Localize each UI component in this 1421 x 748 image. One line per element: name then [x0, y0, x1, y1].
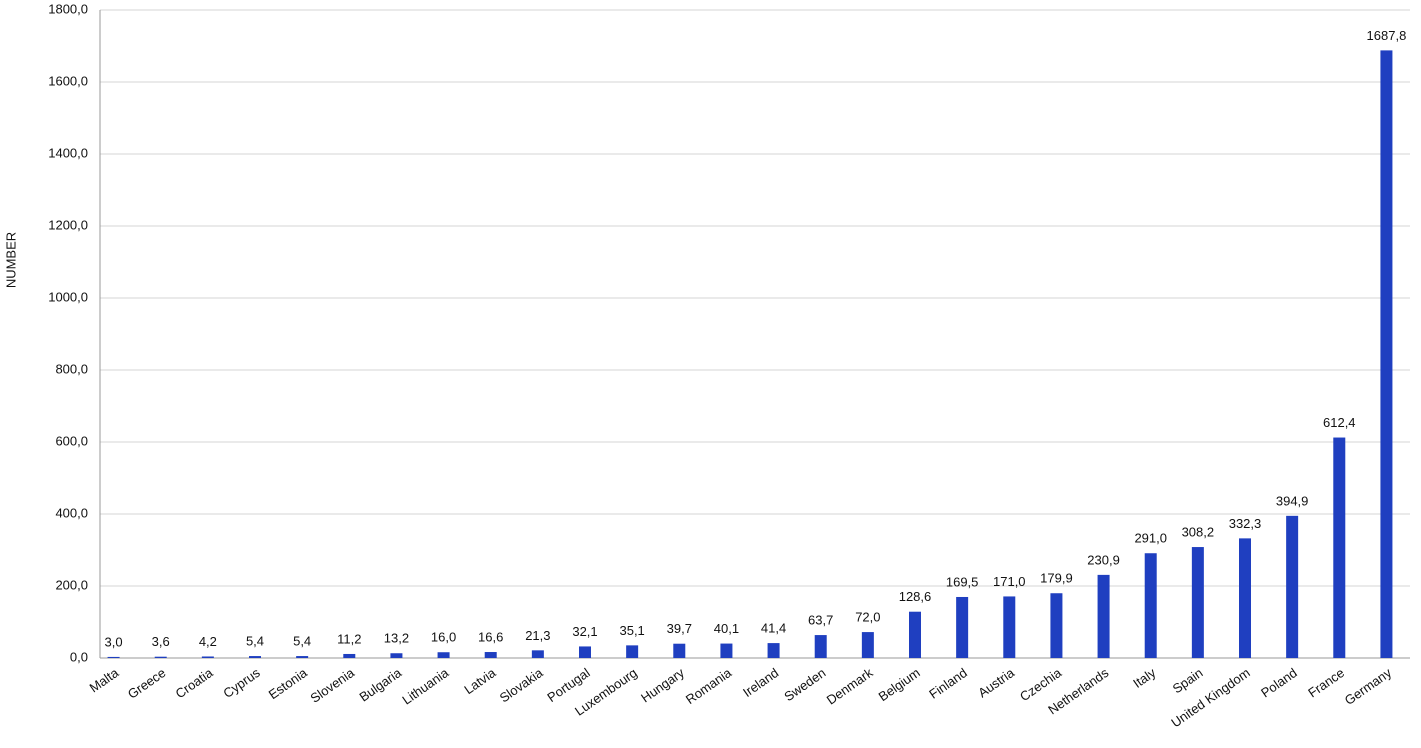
value-label: 179,9	[1040, 571, 1073, 586]
value-label: 612,4	[1323, 415, 1356, 430]
bar	[390, 653, 403, 658]
bar	[579, 646, 591, 658]
value-label: 308,2	[1182, 524, 1215, 539]
bar	[1333, 437, 1346, 658]
bar	[1380, 50, 1393, 659]
value-label: 394,9	[1276, 493, 1309, 508]
x-tick-label: Sweden	[781, 665, 828, 704]
bar	[1191, 547, 1204, 658]
x-tick-label: United Kingdom	[1168, 665, 1252, 730]
y-tick-label: 1400,0	[48, 145, 88, 160]
bar	[673, 643, 686, 658]
x-tick-label: Italy	[1130, 665, 1159, 691]
y-axis-label: NUMBER	[3, 232, 18, 288]
y-tick-label: 1800,0	[48, 1, 88, 16]
bar	[1144, 553, 1157, 658]
bar	[1286, 515, 1299, 658]
value-label: 16,0	[431, 630, 456, 645]
bar	[861, 632, 874, 658]
x-tick-label: Germany	[1342, 665, 1395, 708]
bar	[1239, 538, 1251, 658]
y-tick-label: 200,0	[55, 577, 88, 592]
value-label: 5,4	[293, 633, 311, 648]
x-tick-label: Ireland	[740, 665, 781, 700]
x-tick-label: Latvia	[461, 665, 499, 698]
x-tick-label: Estonia	[266, 665, 311, 703]
x-tick-label: Denmark	[824, 665, 876, 708]
value-label: 63,7	[808, 613, 833, 628]
x-tick-label: Cyprus	[220, 665, 263, 701]
x-tick-label: Lithuania	[399, 665, 451, 708]
bar	[484, 652, 497, 658]
bar	[1003, 596, 1016, 658]
value-label: 171,0	[993, 574, 1026, 589]
value-label: 3,0	[105, 634, 123, 649]
y-tick-label: 600,0	[55, 433, 88, 448]
bar	[437, 652, 450, 658]
value-label: 3,6	[152, 634, 170, 649]
bar	[531, 650, 544, 658]
bar	[201, 656, 214, 658]
value-label: 1687,8	[1367, 28, 1407, 43]
y-tick-label: 1600,0	[48, 73, 88, 88]
x-tick-label: Greece	[125, 665, 169, 702]
x-tick-label: Slovakia	[497, 665, 546, 706]
value-label: 169,5	[946, 574, 979, 589]
y-tick-label: 0,0	[70, 649, 88, 664]
bar	[767, 643, 780, 658]
y-tick-label: 400,0	[55, 505, 88, 520]
bar	[720, 643, 733, 658]
x-tick-label: Slovenia	[308, 665, 358, 706]
value-label: 4,2	[199, 634, 217, 649]
x-tick-label: Hungary	[638, 665, 687, 706]
bar	[626, 645, 639, 658]
value-label: 332,3	[1229, 516, 1262, 531]
x-tick-label: Belgium	[876, 665, 923, 704]
x-tick-label: Poland	[1258, 665, 1300, 701]
x-tick-label: Austria	[975, 665, 1017, 701]
value-label: 11,2	[337, 631, 361, 646]
y-tick-label: 1000,0	[48, 289, 88, 304]
bar	[1097, 574, 1110, 658]
y-tick-label: 1200,0	[48, 217, 88, 232]
value-label: 35,1	[619, 623, 644, 638]
bar	[909, 611, 921, 658]
x-tick-label: Malta	[87, 665, 122, 696]
value-label: 230,9	[1087, 552, 1120, 567]
bar	[107, 656, 120, 658]
bar	[956, 596, 969, 658]
value-label: 16,6	[478, 629, 503, 644]
x-tick-label: Romania	[683, 665, 735, 708]
value-label: 32,1	[572, 624, 597, 639]
value-label: 13,2	[384, 631, 409, 646]
value-label: 291,0	[1134, 531, 1167, 546]
bar	[1050, 593, 1063, 658]
bar	[343, 653, 356, 658]
value-label: 5,4	[246, 633, 264, 648]
value-label: 41,4	[761, 621, 786, 636]
value-label: 39,7	[667, 621, 692, 636]
x-tick-label: Spain	[1170, 665, 1206, 696]
x-tick-label: Finland	[926, 665, 970, 702]
bar	[814, 635, 827, 658]
bar	[296, 656, 309, 658]
value-label: 40,1	[714, 621, 739, 636]
x-tick-label: Croatia	[173, 665, 217, 702]
value-label: 72,0	[855, 610, 880, 625]
value-label: 21,3	[525, 628, 550, 643]
bar	[249, 656, 261, 658]
bar	[154, 656, 167, 658]
x-tick-label: Bulgaria	[356, 665, 404, 705]
y-tick-label: 800,0	[55, 361, 88, 376]
value-label: 128,6	[899, 589, 932, 604]
